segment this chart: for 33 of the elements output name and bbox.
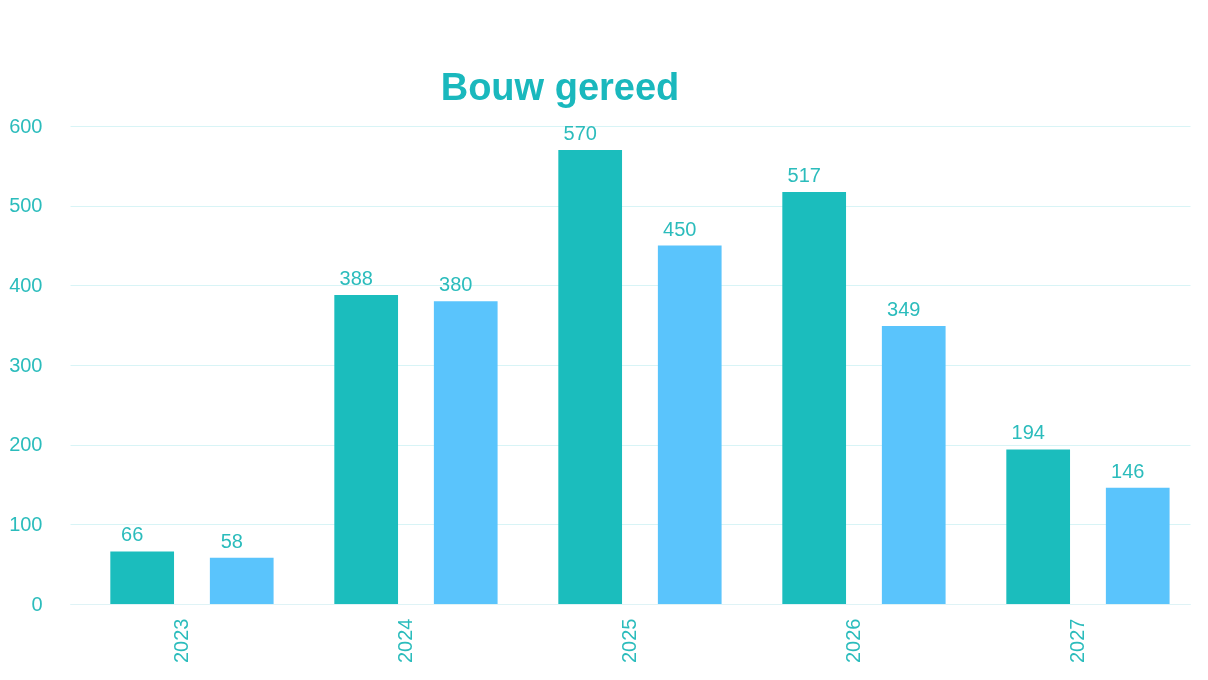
x-tick-label: 2024 [394, 618, 416, 663]
y-tick-label: 0 [31, 592, 43, 615]
chart-title: Bouw gereed [440, 66, 680, 108]
data-label: 58 [220, 529, 243, 552]
x-tick-label: 2025 [618, 618, 640, 663]
y-tick-label: 100 [9, 512, 43, 535]
y-tick-label: 400 [9, 273, 43, 296]
bar [209, 557, 274, 604]
bar [881, 325, 946, 604]
y-tick-label: 500 [9, 194, 43, 217]
data-label: 380 [439, 273, 473, 296]
x-tick-label: 2027 [1066, 618, 1088, 663]
y-tick-label: 200 [9, 433, 43, 456]
y-tick-label: 600 [9, 114, 43, 137]
data-label: 570 [563, 121, 597, 144]
y-tick-label: 300 [9, 353, 43, 376]
bar [110, 551, 175, 604]
x-tick-label: 2023 [170, 618, 192, 663]
bar [1006, 449, 1071, 604]
data-label: 66 [121, 523, 144, 546]
data-label: 450 [663, 217, 697, 240]
bar [1105, 487, 1170, 604]
data-label: 146 [1111, 459, 1145, 482]
bar [334, 294, 399, 604]
bar [782, 192, 847, 604]
bar [657, 245, 722, 604]
x-tick-label: 2026 [842, 618, 864, 663]
data-label: 517 [787, 164, 821, 187]
bar [558, 149, 623, 604]
data-label: 349 [887, 297, 921, 320]
bar [433, 301, 498, 604]
data-label: 194 [1011, 421, 1045, 444]
data-label: 388 [339, 266, 373, 289]
